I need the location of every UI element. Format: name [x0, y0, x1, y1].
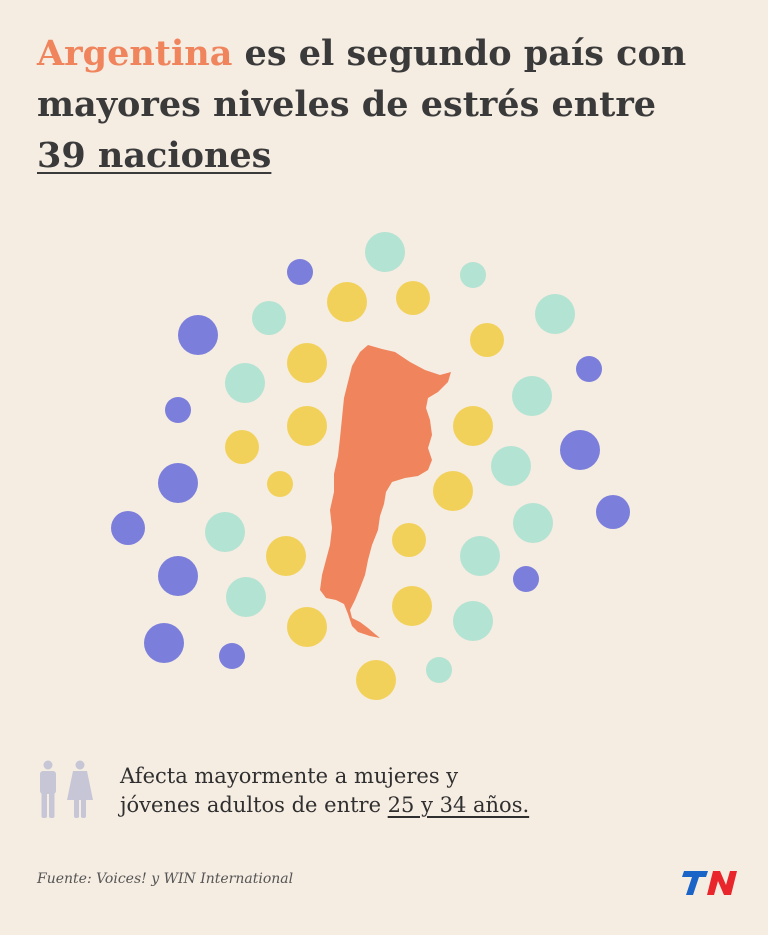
purple-dot: [560, 430, 600, 470]
caption-age-range: 25 y 34 años.: [387, 793, 530, 817]
mint-dot: [205, 512, 245, 552]
purple-dot: [178, 315, 218, 355]
mint-dot: [365, 232, 405, 272]
yellow-dot: [433, 471, 473, 511]
yellow-dot: [287, 607, 327, 647]
purple-dot: [576, 356, 602, 382]
source-note: Fuente: Voices! y WIN International: [37, 871, 294, 887]
purple-dot: [144, 623, 184, 663]
caption-line1: Afecta mayormente a mujeres y: [120, 764, 459, 788]
yellow-dot: [287, 406, 327, 446]
purple-dot: [165, 397, 191, 423]
headline-part3: 39 naciones: [37, 135, 272, 176]
purple-dot: [596, 495, 630, 529]
yellow-dot: [266, 536, 306, 576]
headline-part1: es el segundo país con: [232, 33, 687, 74]
mint-dot: [252, 301, 286, 335]
purple-dot: [219, 643, 245, 669]
yellow-dot: [327, 282, 367, 322]
dots-group: [111, 232, 630, 700]
yellow-dot: [225, 430, 259, 464]
headline-highlight: Argentina: [37, 33, 233, 74]
purple-dot: [158, 556, 198, 596]
mint-dot: [225, 363, 265, 403]
yellow-dot: [356, 660, 396, 700]
man-woman-icon: [40, 760, 93, 818]
yellow-dot: [267, 471, 293, 497]
yellow-dot: [396, 281, 430, 315]
yellow-dot: [470, 323, 504, 357]
yellow-dot: [392, 523, 426, 557]
purple-dot: [287, 259, 313, 285]
headline: Argentina es el segundo país con mayores …: [37, 28, 737, 181]
mint-dot: [460, 536, 500, 576]
yellow-dot: [392, 586, 432, 626]
tn-logo: [682, 871, 737, 895]
mint-dot: [460, 262, 486, 288]
mint-dot: [453, 601, 493, 641]
mint-dot: [512, 376, 552, 416]
mint-dot: [426, 657, 452, 683]
caption-line2-prefix: jóvenes adultos de entre: [120, 793, 388, 817]
mint-dot: [513, 503, 553, 543]
yellow-dot: [287, 343, 327, 383]
headline-part2: mayores niveles de estrés entre: [37, 84, 657, 125]
yellow-dot: [453, 406, 493, 446]
purple-dot: [111, 511, 145, 545]
mint-dot: [535, 294, 575, 334]
purple-dot: [513, 566, 539, 592]
caption: Afecta mayormente a mujeres y jóvenes adu…: [120, 762, 680, 820]
argentina-map-icon: [320, 345, 451, 638]
mint-dot: [491, 446, 531, 486]
purple-dot: [158, 463, 198, 503]
mint-dot: [226, 577, 266, 617]
